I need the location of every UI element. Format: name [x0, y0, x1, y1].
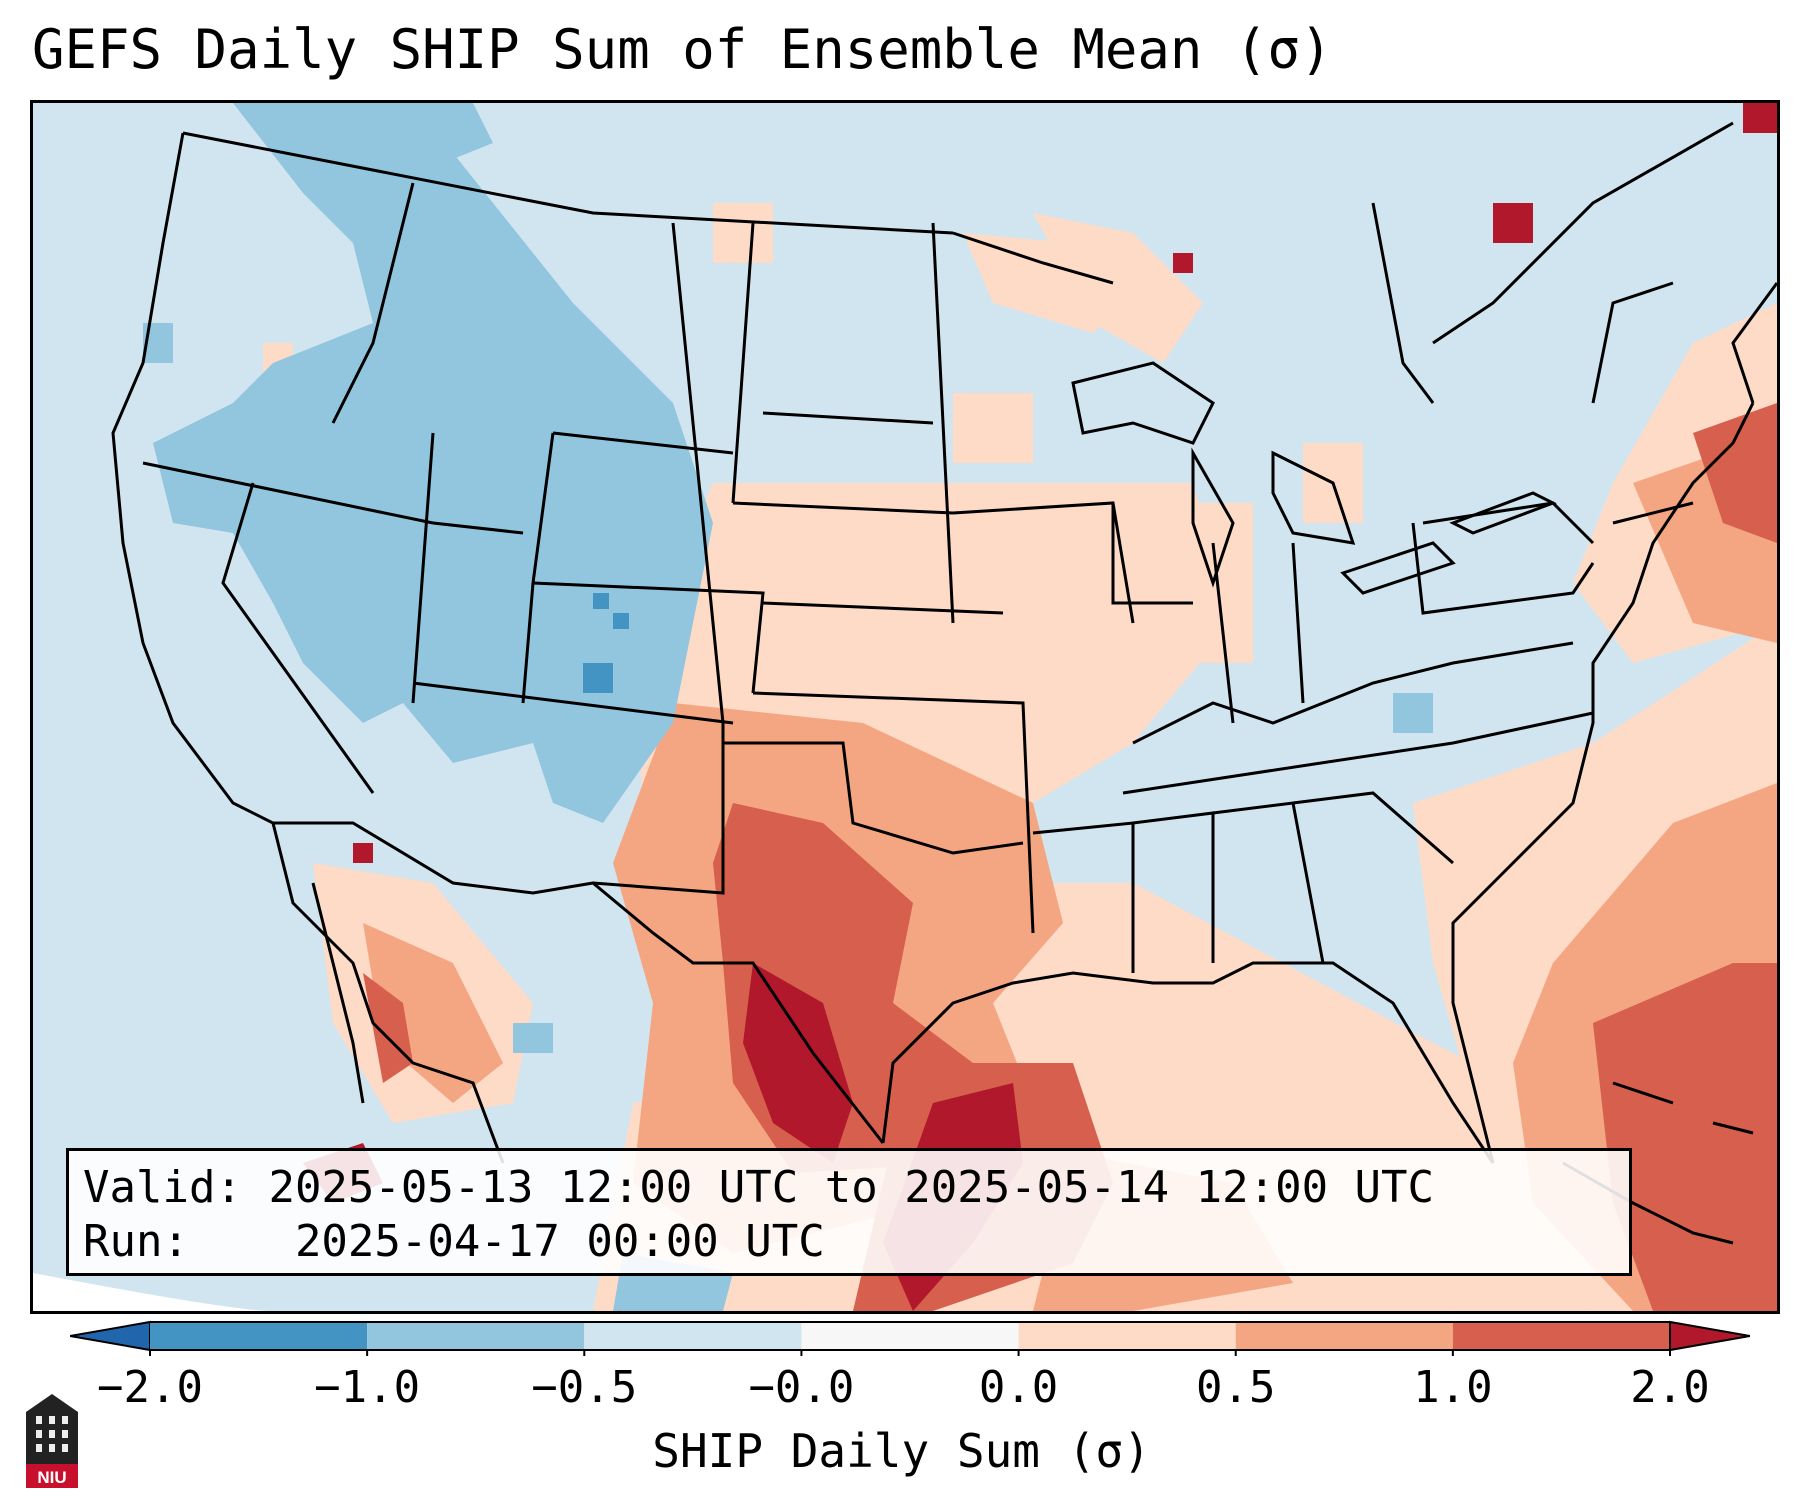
valid-time-range: 2025-05-13 12:00 UTC to 2025-05-14 12:00… — [268, 1162, 1435, 1213]
run-info-box: Valid: 2025-05-13 12:00 UTC to 2025-05-1… — [66, 1148, 1632, 1276]
anomaly-zone-moderate-negative — [143, 103, 1433, 1053]
colorbar — [70, 1320, 1750, 1356]
colorbar-tick-label: −1.0 — [314, 1362, 421, 1413]
colorbar-over-arrow — [1669, 1320, 1750, 1352]
colorbar-cell — [367, 1322, 585, 1350]
colorbar-tick-label: 1.0 — [1413, 1362, 1493, 1413]
colorbar-cell — [801, 1322, 1019, 1350]
niu-logo: NIU — [26, 1394, 78, 1488]
colorbar-tick-label: −0.0 — [748, 1362, 855, 1413]
colorbar-cell — [150, 1322, 368, 1350]
colorbar-tick-label: −2.0 — [97, 1362, 203, 1413]
projection-edge — [33, 1273, 273, 1311]
valid-label: Valid: — [83, 1162, 242, 1213]
run-time: 2025-04-17 00:00 UTC — [294, 1216, 825, 1267]
colorbar-frame — [150, 1321, 1670, 1351]
colorbar-cell — [584, 1322, 802, 1350]
colorbar-tick-label: 2.0 — [1630, 1362, 1710, 1413]
map-panel — [30, 100, 1780, 1314]
colorbar-cell — [1018, 1322, 1236, 1350]
colorbar-tick-label: 0.5 — [1195, 1362, 1276, 1413]
colorbar-tick-label: −0.5 — [531, 1362, 638, 1413]
colorbar-tick-label: 0.0 — [978, 1362, 1059, 1413]
run-label: Run: — [83, 1216, 189, 1267]
map-title: GEFS Daily SHIP Sum of Ensemble Mean (σ) — [32, 18, 1333, 81]
colorbar-cell — [1235, 1322, 1453, 1350]
colorbar-label: SHIP Daily Sum (σ) — [652, 1424, 1151, 1478]
svg-text:NIU: NIU — [37, 1468, 66, 1487]
colorbar-cell — [1452, 1322, 1670, 1350]
anomaly-zone-strong-negative — [583, 593, 629, 693]
anomaly-map — [33, 103, 1777, 1311]
colorbar-under-arrow — [70, 1320, 151, 1352]
